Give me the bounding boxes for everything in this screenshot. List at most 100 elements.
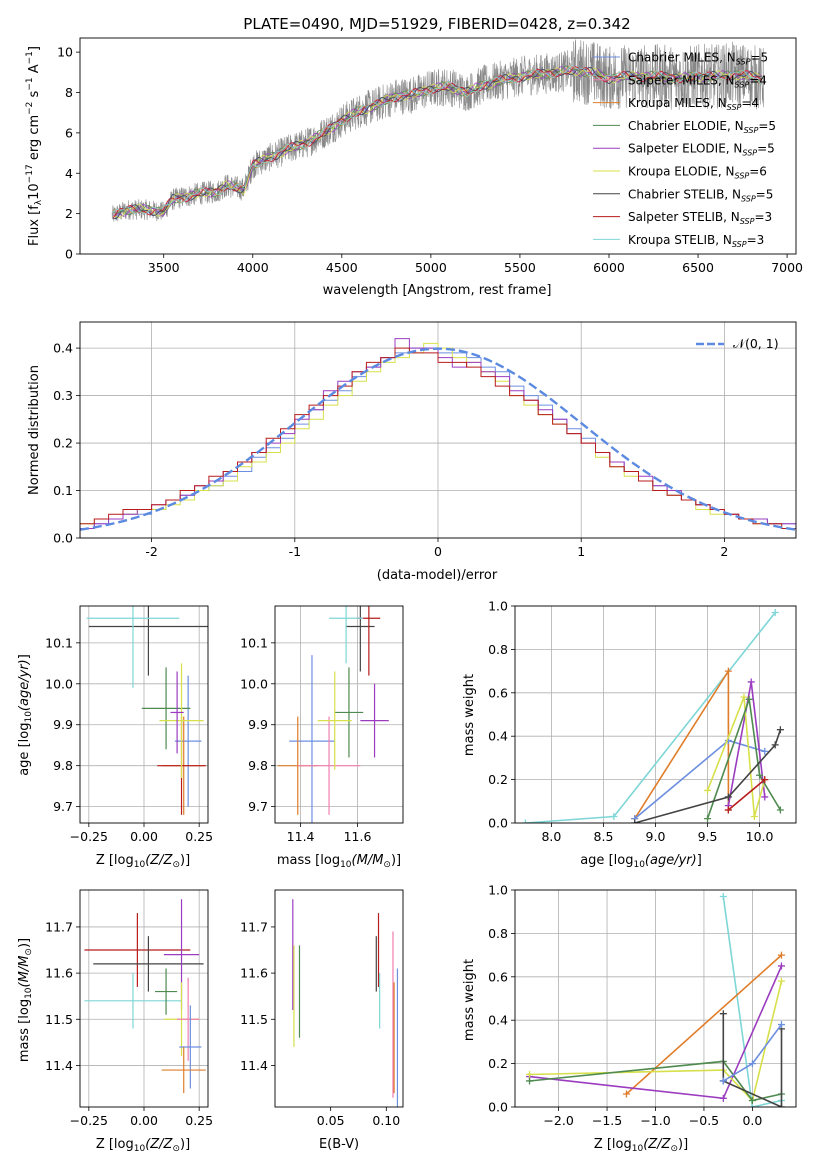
y-tick-label: 0.0 <box>488 1100 508 1115</box>
series-marker <box>719 1010 727 1018</box>
y-tick-label: 0.0 <box>488 816 508 831</box>
x-tick-label: −2.0 <box>543 1113 573 1128</box>
model-spectrum <box>112 65 762 215</box>
y-tick-label: 11.4 <box>45 1058 73 1073</box>
series-line <box>529 1060 782 1102</box>
x-tick-label: 10.0 <box>746 829 774 844</box>
series-marker <box>526 1070 534 1078</box>
axes-frame <box>79 605 209 824</box>
spectrum-ylabel: Flux [fλ10−17 erg cm−2 s−1 A−1] <box>25 46 44 246</box>
plot-area <box>521 609 784 823</box>
chart-title: PLATE=0490, MJD=51929, FIBERID=0428, z=0… <box>243 15 630 33</box>
series-marker <box>777 1103 785 1107</box>
ebv-xlabel: E(B-V) <box>319 1137 359 1152</box>
age-xlabel-row3: age [log10(age/yr)] <box>580 853 702 870</box>
series-marker <box>724 667 732 675</box>
series-marker <box>526 1077 534 1085</box>
normal-curve <box>80 347 796 531</box>
y-tick-label: 0.4 <box>488 729 508 744</box>
series-marker <box>719 1077 727 1085</box>
massweight-ylabel-row4: mass weight <box>462 959 477 1041</box>
y-tick-label: 11.7 <box>240 919 268 934</box>
x-tick-label: −1.0 <box>640 1113 670 1128</box>
y-tick-label: 10.1 <box>45 635 73 650</box>
series-marker <box>748 1096 756 1104</box>
model-spectrum <box>112 67 762 219</box>
y-tick-label: 9.9 <box>248 717 268 732</box>
y-tick-label: 0.0 <box>53 531 73 546</box>
x-tick-label: 4500 <box>326 260 358 275</box>
series-marker <box>777 1021 785 1029</box>
series-marker <box>776 806 784 814</box>
series-marker <box>704 786 712 794</box>
legend-label: Salpeter STELIB, NSSP=3 <box>628 210 772 226</box>
y-tick-label: 9.7 <box>248 799 268 814</box>
y-tick-label: 11.4 <box>240 1058 268 1073</box>
series-marker <box>761 793 769 801</box>
y-tick-label: 10.0 <box>45 676 73 691</box>
y-tick-label: 0.2 <box>53 436 73 451</box>
series-marker <box>748 1060 756 1068</box>
y-tick-label: 11.5 <box>45 1012 73 1027</box>
legend-label: Salpeter ELODIE, NSSP=5 <box>628 142 775 158</box>
x-tick-label: 0 <box>434 544 442 559</box>
massweight-vs-age-panel: 8.0 8.5 9.0 9.5 10.0 0.0 0.2 0.4 0.6 0.8 1.0 <box>488 599 797 844</box>
series-marker <box>776 726 784 734</box>
age-vs-metallicity-panel: −0.25 0.00 0.25 9.7 9.8 9.9 10.0 10.1 <box>45 605 213 844</box>
y-tick-label: 11.6 <box>240 966 268 981</box>
x-tick-label: 0.10 <box>372 1113 400 1128</box>
legend-label: Salpeter MILES, NSSP=4 <box>628 73 767 89</box>
y-tick-label: 9.8 <box>53 758 73 773</box>
y-tick-label: 4 <box>65 166 73 181</box>
x-tick-label: 0.05 <box>317 1113 345 1128</box>
series-marker <box>719 1094 727 1102</box>
series-marker <box>745 695 753 703</box>
legend: Chabrier MILES, NSSP=5 Salpeter MILES, NS… <box>593 51 776 249</box>
y-tick-label: 1.0 <box>488 883 508 898</box>
series-marker <box>724 806 732 814</box>
series-line <box>634 729 782 823</box>
y-tick-label: 0.6 <box>488 969 508 984</box>
x-tick-label: -2 <box>145 544 157 559</box>
series-line <box>634 668 730 820</box>
series-line <box>529 980 783 1103</box>
plot-area <box>526 893 785 1107</box>
x-tick-label: 5500 <box>504 260 536 275</box>
x-tick-label: 0.25 <box>185 829 213 844</box>
series-marker <box>756 771 764 779</box>
x-tick-label: 1 <box>577 544 585 559</box>
series-line <box>525 612 776 823</box>
spectrum-xlabel: wavelength [Angstrom, rest frame] <box>323 283 552 298</box>
x-tick-label: −0.25 <box>70 829 108 844</box>
series-marker <box>777 977 785 985</box>
axes-frame <box>79 37 797 255</box>
legend-label: 𝒩(0, 1) <box>733 336 779 351</box>
plot-area <box>277 606 389 823</box>
model-spectrum <box>112 65 762 218</box>
x-tick-label: 9.0 <box>646 829 666 844</box>
series-marker <box>622 1090 630 1098</box>
axes-frame <box>514 605 797 824</box>
y-tick-label: 0.8 <box>488 642 508 657</box>
x-tick-label: 7000 <box>771 260 803 275</box>
axes-frame <box>514 889 797 1108</box>
series-line <box>722 1013 783 1107</box>
series-line <box>727 778 766 811</box>
series-marker <box>747 678 755 686</box>
y-tick-label: 9.8 <box>248 758 268 773</box>
y-tick-label: 10 <box>57 45 73 60</box>
x-tick-label: 6500 <box>682 260 714 275</box>
spectrum-panel: 3500 4000 4500 5000 5500 6000 6500 7000 0 2 4 6 8 10 C… <box>57 37 803 275</box>
y-tick-label: 10.0 <box>240 676 268 691</box>
y-tick-label: 0.6 <box>488 685 508 700</box>
y-tick-label: 0.2 <box>488 1056 508 1071</box>
y-tick-label: 0.1 <box>53 483 73 498</box>
plot-area <box>84 899 206 1094</box>
axes-frame <box>79 321 797 539</box>
series-marker <box>750 812 758 820</box>
y-tick-label: 1.0 <box>488 599 508 614</box>
y-tick-label: 0.8 <box>488 926 508 941</box>
axes-frame <box>79 889 209 1108</box>
y-tick-label: 9.7 <box>53 799 73 814</box>
series-marker <box>704 815 712 823</box>
